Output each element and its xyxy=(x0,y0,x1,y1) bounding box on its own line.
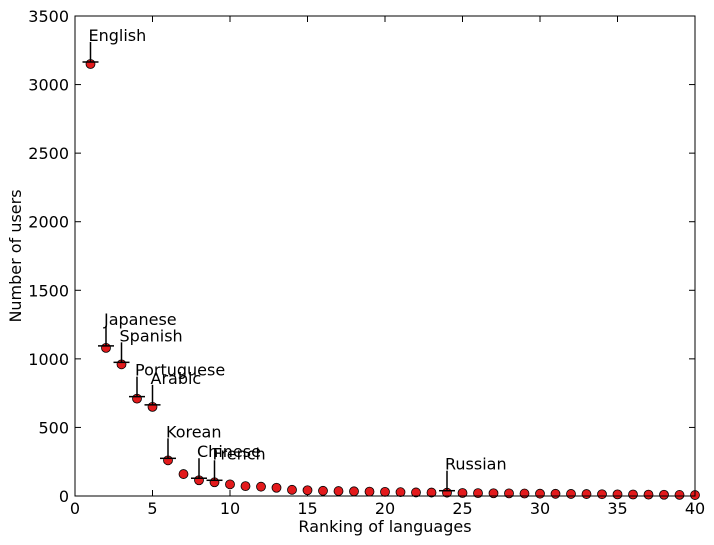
y-tick-label: 2000 xyxy=(28,213,69,232)
x-tick-label: 40 xyxy=(685,499,705,518)
y-tick-label: 1500 xyxy=(28,281,69,300)
annotation-label: Japanese xyxy=(103,310,177,329)
data-point xyxy=(535,488,545,499)
annotation-label: Chinese xyxy=(197,442,261,461)
data-point xyxy=(318,485,328,496)
x-tick-label: 0 xyxy=(70,499,80,518)
data-point xyxy=(287,484,297,495)
y-tick-label: 1000 xyxy=(28,350,69,369)
axis-ticks: 0 5 10 15 20 25 30 35 40 0 500 1000 1500 2000 2500 3000… xyxy=(28,7,705,518)
data-point xyxy=(240,481,251,492)
data-point xyxy=(550,488,561,499)
annotation-label: Arabic xyxy=(151,369,202,388)
annotation-label: English xyxy=(89,26,147,45)
data-point xyxy=(643,489,654,500)
data-point xyxy=(597,489,607,500)
x-tick-label: 15 xyxy=(297,499,317,518)
data-point xyxy=(581,489,592,499)
annotation-label: French xyxy=(213,444,266,463)
plot-frame xyxy=(74,15,696,497)
y-tick-label: 0 xyxy=(59,487,69,506)
annotation-label: Russian xyxy=(445,455,507,474)
data-point xyxy=(612,489,623,500)
y-tick-label: 3500 xyxy=(28,7,69,26)
y-tick-label: 3000 xyxy=(28,76,69,95)
data-point xyxy=(566,489,576,499)
data-point xyxy=(364,486,375,497)
data-point xyxy=(457,488,468,498)
data-point xyxy=(411,487,421,498)
y-axis-label: Number of users xyxy=(6,189,25,322)
data-point xyxy=(659,489,669,500)
data-point xyxy=(473,488,483,499)
data-point xyxy=(302,485,313,496)
x-tick-label: 35 xyxy=(607,499,627,518)
annotation-label: Korean xyxy=(166,422,222,441)
data-point xyxy=(178,469,189,479)
data-point xyxy=(504,488,514,499)
data-point xyxy=(395,487,406,498)
data-point xyxy=(256,481,266,492)
x-tick-label: 20 xyxy=(375,499,395,518)
data-point xyxy=(380,486,390,497)
data-point xyxy=(426,487,437,498)
x-axis-label: Ranking of languages xyxy=(298,517,471,536)
x-tick-label: 25 xyxy=(452,499,472,518)
data-point xyxy=(349,486,359,497)
annotation-label: Portuguese xyxy=(135,361,225,380)
data-point xyxy=(674,490,685,500)
data-point xyxy=(271,482,282,493)
y-tick-label: 500 xyxy=(38,418,69,437)
x-tick-label: 5 xyxy=(147,499,157,518)
plot-area xyxy=(75,16,695,496)
x-tick-label: 10 xyxy=(220,499,240,518)
y-tick-label: 2500 xyxy=(28,144,69,163)
data-point xyxy=(519,488,530,499)
data-point xyxy=(225,479,235,490)
x-tick-label: 30 xyxy=(530,499,550,518)
data-point xyxy=(628,489,638,500)
annotation-label: Spanish xyxy=(120,326,183,345)
data-point xyxy=(333,486,344,496)
